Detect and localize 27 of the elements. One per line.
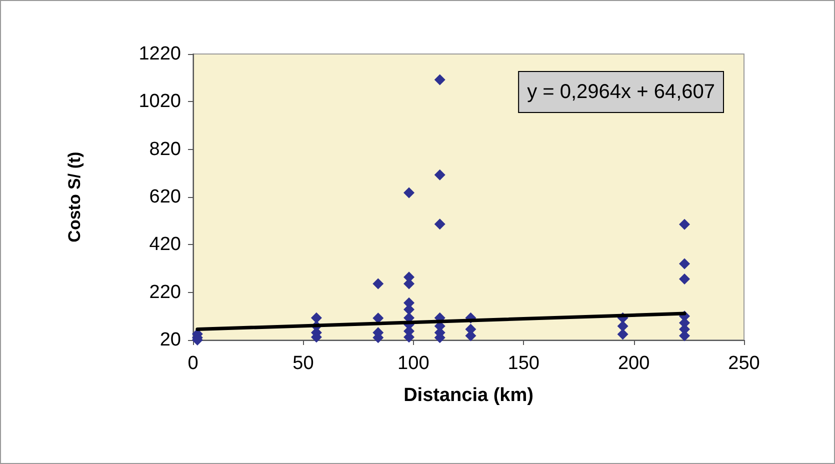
point bbox=[678, 258, 690, 270]
x-tick-label: 50 bbox=[292, 353, 314, 374]
x-tick-label: 150 bbox=[508, 353, 540, 374]
y-tick-label: 820 bbox=[149, 138, 181, 160]
annotation: y = 0,2964x + 64,607 bbox=[527, 81, 716, 103]
point bbox=[434, 218, 446, 230]
x-tick-label: 200 bbox=[618, 353, 650, 374]
point bbox=[617, 328, 628, 340]
point bbox=[403, 187, 414, 198]
y-axis-title: Costo S/ (t) bbox=[65, 152, 84, 242]
x-tick-label: 0 bbox=[188, 353, 198, 374]
y-tick-label: 1020 bbox=[138, 91, 181, 112]
point bbox=[678, 218, 690, 230]
point bbox=[434, 74, 446, 86]
point bbox=[678, 273, 690, 284]
y-tick-label: 420 bbox=[149, 234, 181, 256]
point bbox=[372, 278, 384, 290]
x-axis-title: Distancia (km) bbox=[404, 385, 534, 406]
y-tick-label: 1220 bbox=[138, 44, 181, 64]
point bbox=[434, 169, 446, 180]
y-tick-label: 620 bbox=[149, 186, 181, 208]
x-tick-label: 250 bbox=[728, 353, 760, 374]
x-tick-label: 100 bbox=[398, 353, 430, 374]
point bbox=[617, 320, 628, 332]
y-tick-label: 20 bbox=[160, 330, 181, 350]
point bbox=[310, 312, 322, 324]
y-tick-label: 220 bbox=[149, 282, 181, 303]
